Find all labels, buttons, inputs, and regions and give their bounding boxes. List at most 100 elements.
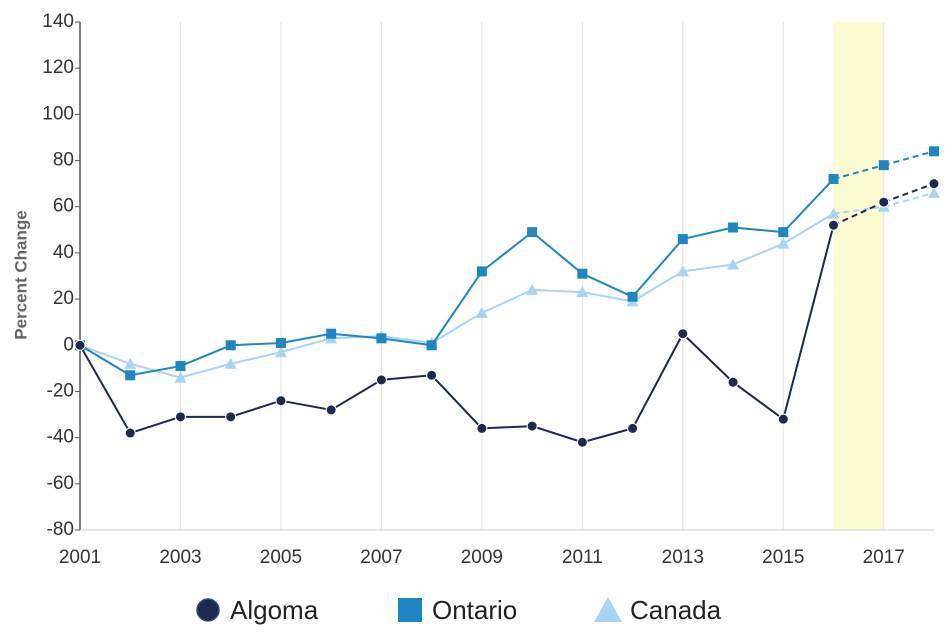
data-point <box>174 411 186 423</box>
data-point <box>827 207 840 219</box>
x-tick-label: 2015 <box>762 547 804 568</box>
line-segment <box>331 335 382 340</box>
legend-marker <box>398 598 422 622</box>
line-segment <box>180 344 232 367</box>
y-tick-label: 100 <box>42 103 74 124</box>
data-point <box>275 395 287 407</box>
line-segment <box>79 344 132 434</box>
data-point <box>676 265 689 277</box>
line-segment <box>481 231 533 273</box>
x-tick-label: 2005 <box>260 547 302 568</box>
line-segment <box>430 270 483 346</box>
data-point <box>174 371 187 383</box>
line-segment <box>883 191 935 208</box>
line-segment <box>531 425 583 444</box>
data-point <box>326 328 337 339</box>
data-point <box>778 227 789 238</box>
data-point <box>74 339 86 351</box>
y-tick-label: 80 <box>53 150 74 171</box>
y-axis-label: Percent Change <box>11 210 30 339</box>
data-point <box>576 286 589 298</box>
data-point <box>225 411 237 423</box>
data-point <box>728 222 739 233</box>
line-segment <box>280 337 332 354</box>
data-point <box>627 291 638 302</box>
data-point <box>175 361 186 372</box>
data-point <box>526 420 538 432</box>
line-segment <box>431 312 483 344</box>
data-point <box>125 370 136 381</box>
y-tick-label: -20 <box>47 380 74 401</box>
data-point <box>828 174 839 185</box>
line-segment <box>331 332 382 340</box>
x-tick-label: 2007 <box>360 547 402 568</box>
data-point <box>878 160 889 171</box>
data-point <box>426 369 438 381</box>
x-tick-label: 2003 <box>159 547 201 568</box>
line-segment <box>381 374 432 381</box>
data-point <box>376 333 387 344</box>
line-segment <box>682 226 734 241</box>
line-segment <box>280 332 332 344</box>
data-point <box>225 340 236 351</box>
line-segment <box>481 288 533 314</box>
legend-marker <box>594 597 622 622</box>
data-point <box>727 376 739 388</box>
line-segment <box>833 164 885 180</box>
line-segment <box>833 205 884 215</box>
data-point <box>475 306 488 318</box>
y-tick-label: -80 <box>47 519 74 540</box>
line-segment <box>430 374 483 430</box>
data-point <box>878 196 890 208</box>
line-segment <box>330 379 382 411</box>
data-point <box>929 146 939 157</box>
line-segment <box>79 344 131 377</box>
line-segment <box>782 224 835 420</box>
line-segment <box>532 288 583 294</box>
line-segment <box>180 362 231 379</box>
y-tick-label: -60 <box>47 473 74 494</box>
data-point <box>476 266 487 277</box>
line-segment <box>883 150 935 167</box>
line-segment <box>230 351 282 365</box>
x-tick-label: 2017 <box>863 547 905 568</box>
x-tick-label: 2001 <box>59 547 101 568</box>
y-tick-label: 40 <box>53 242 74 263</box>
data-point <box>527 227 538 238</box>
line-segment <box>682 263 734 273</box>
x-tick-label: 2013 <box>662 547 704 568</box>
data-point <box>777 237 790 249</box>
line-segment <box>631 238 684 298</box>
data-point <box>576 436 588 448</box>
y-tick-label: 120 <box>42 57 74 78</box>
line-segment <box>782 178 835 233</box>
line-segment <box>381 337 432 347</box>
data-point <box>677 328 689 340</box>
data-point <box>375 374 387 386</box>
legend-label: Ontario <box>432 595 517 625</box>
x-tick-label: 2011 <box>562 547 603 568</box>
data-point <box>124 427 136 439</box>
line-segment <box>883 182 935 204</box>
data-point <box>727 258 740 270</box>
data-point <box>224 357 237 369</box>
line-segment <box>481 425 533 430</box>
data-point <box>627 422 639 434</box>
data-point <box>677 234 688 245</box>
y-tick-label: 140 <box>42 11 74 32</box>
line-segment <box>230 341 281 347</box>
line-segment <box>280 399 332 411</box>
data-point <box>577 268 588 279</box>
line-segment <box>130 365 181 377</box>
data-point <box>325 404 337 416</box>
y-tick-label: 60 <box>53 196 74 217</box>
legend-label: Algoma <box>230 595 319 625</box>
line-segment <box>582 427 633 444</box>
data-point <box>928 186 940 198</box>
line-segment <box>732 242 784 266</box>
line-segment <box>581 272 634 298</box>
line-segment <box>582 291 633 303</box>
data-point <box>124 357 137 369</box>
line-segment <box>782 212 835 245</box>
data-point <box>275 337 286 348</box>
